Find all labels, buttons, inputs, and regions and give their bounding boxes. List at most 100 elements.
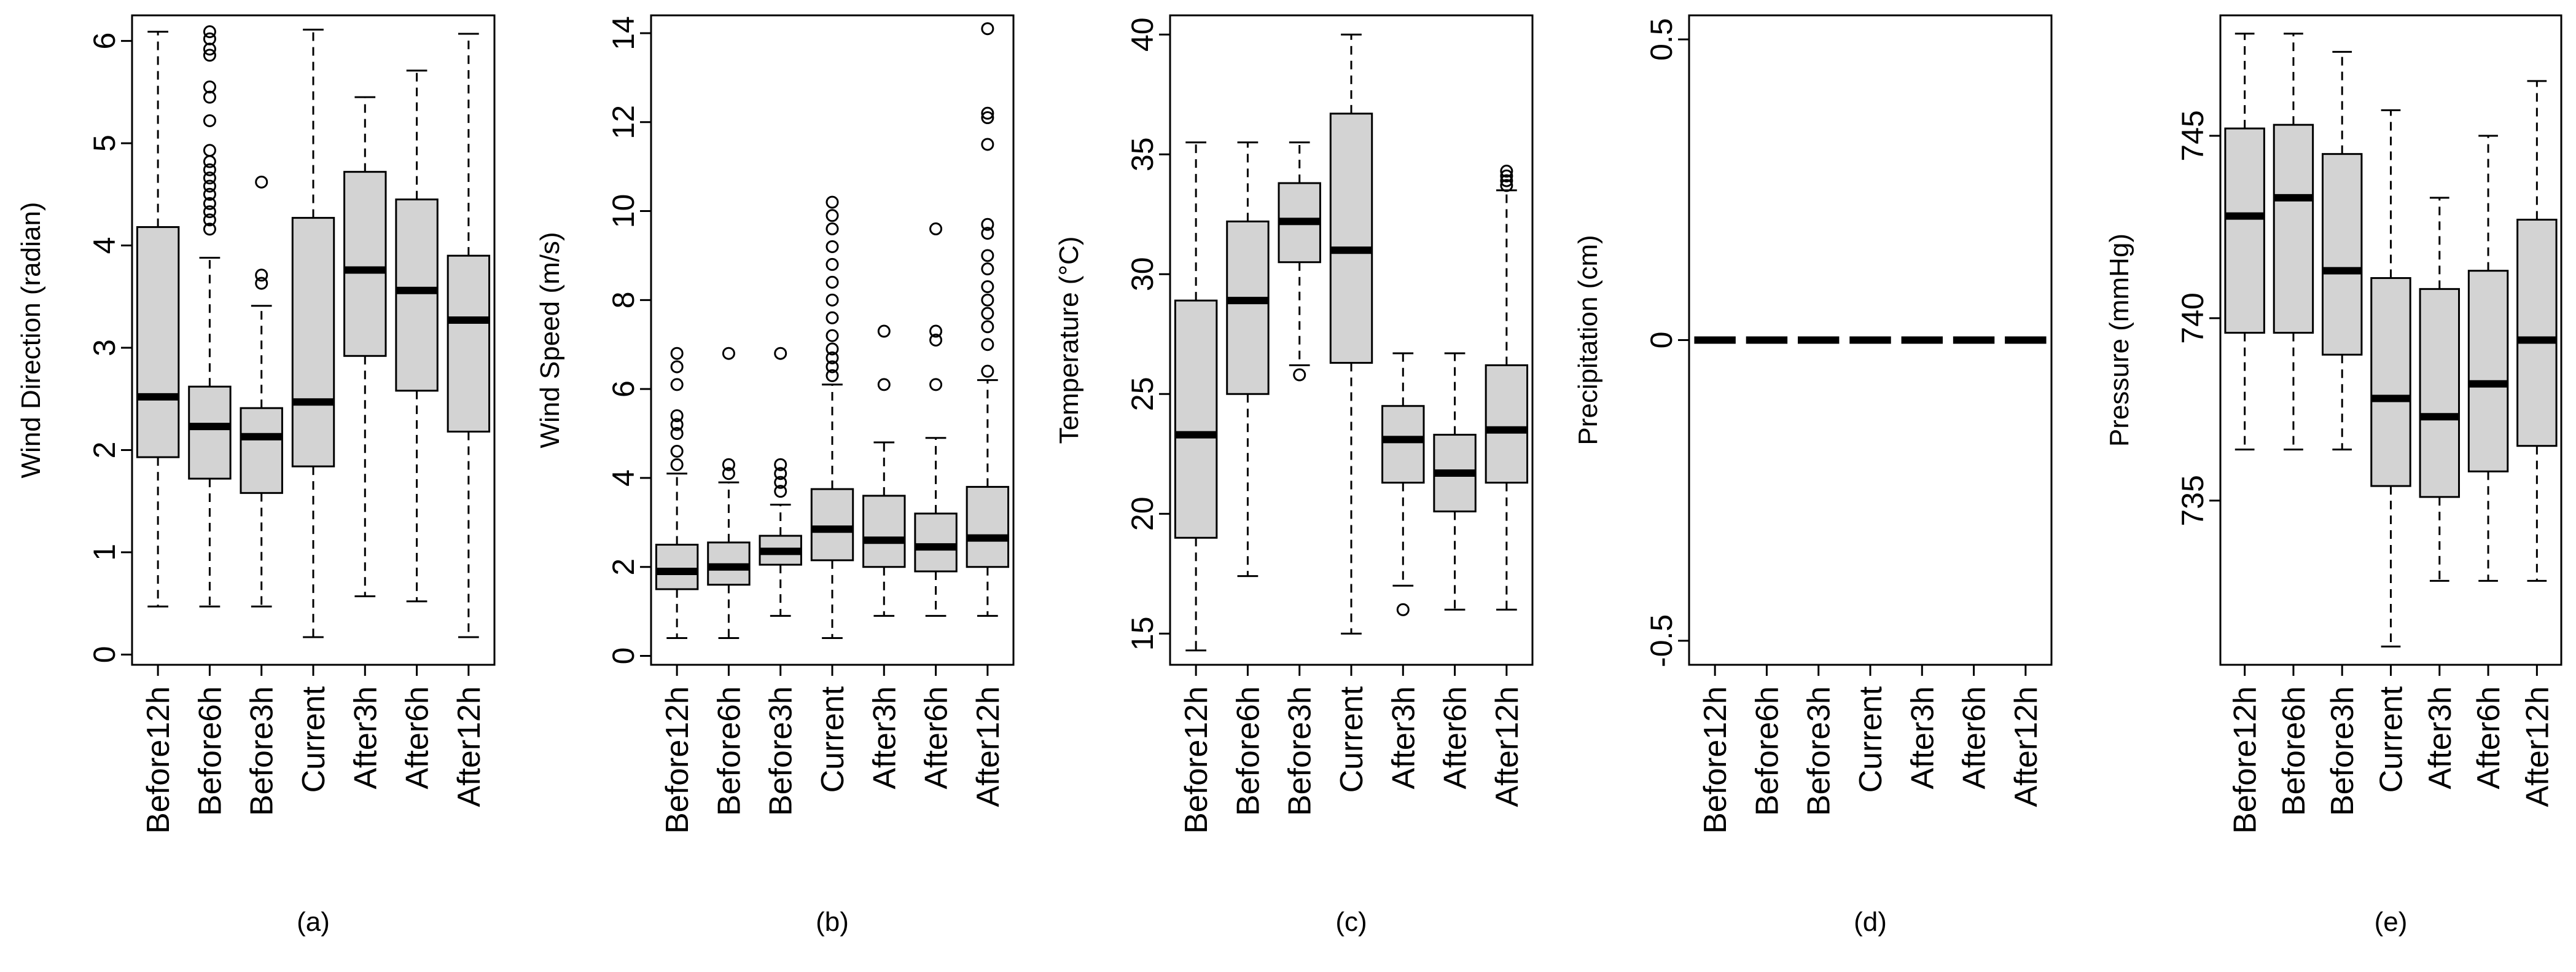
outlier-point bbox=[1293, 368, 1306, 382]
outlier-point bbox=[203, 49, 216, 62]
outlier-point bbox=[722, 458, 735, 471]
outlier-point bbox=[825, 329, 839, 342]
box-body bbox=[240, 407, 283, 494]
box-body bbox=[2516, 219, 2558, 447]
box-after3h bbox=[1381, 352, 1425, 616]
x-tick-label: After3h bbox=[1386, 686, 1421, 790]
outlier-point bbox=[825, 222, 839, 236]
outlier-point bbox=[203, 114, 216, 127]
panel-label: (d) bbox=[1854, 907, 1887, 937]
y-tick-label: 740 bbox=[2176, 292, 2210, 343]
box-before6h bbox=[2273, 33, 2314, 451]
box-after6h bbox=[914, 222, 958, 617]
x-tick-label: Current bbox=[296, 686, 332, 793]
outlier-point bbox=[981, 320, 994, 334]
y-tick-label: 6 bbox=[87, 33, 122, 50]
outlier-point bbox=[670, 378, 684, 391]
panel-d: -0.5 0 0.5 Precipitation (cm) Before12h Befor… bbox=[1573, 14, 2053, 937]
outlier-point bbox=[981, 106, 994, 120]
outlier-point bbox=[981, 227, 994, 240]
x-tick-label: Before3h bbox=[763, 686, 799, 816]
x-tick-label: After12h bbox=[1489, 686, 1525, 807]
box-body bbox=[655, 544, 699, 590]
box-after12h bbox=[2516, 80, 2558, 582]
y-tick-label: -0.5 bbox=[1644, 614, 1679, 667]
y-tick-label: 10 bbox=[606, 194, 641, 229]
outlier-point bbox=[1500, 165, 1513, 178]
y-tick-label: 6 bbox=[606, 380, 641, 398]
outlier-point bbox=[981, 138, 994, 151]
outlier-point bbox=[774, 458, 787, 471]
box-after6h bbox=[2467, 135, 2509, 582]
outlier-point bbox=[722, 467, 735, 480]
outlier-point bbox=[929, 334, 943, 347]
outlier-point bbox=[255, 268, 268, 282]
outlier-point bbox=[774, 467, 787, 480]
outlier-point bbox=[774, 485, 787, 498]
x-tick-label: Before3h bbox=[1282, 686, 1318, 816]
x-tick-label: After3h bbox=[2422, 686, 2458, 790]
outlier-point bbox=[255, 276, 268, 290]
y-tick-label: 4 bbox=[606, 469, 641, 487]
outlier-point bbox=[1500, 179, 1513, 192]
box-after6h bbox=[395, 69, 439, 603]
y-tick-label: 30 bbox=[1125, 257, 1160, 291]
box-body bbox=[2370, 277, 2411, 487]
box-before6h bbox=[1226, 141, 1270, 578]
outlier-point bbox=[774, 347, 787, 360]
outlier-point bbox=[203, 25, 216, 39]
y-tick-label: 14 bbox=[606, 16, 641, 50]
x-tick-label: After6h bbox=[1438, 686, 1473, 790]
outlier-point bbox=[670, 418, 684, 431]
outlier-point bbox=[981, 338, 994, 351]
box-body bbox=[2419, 288, 2461, 498]
outlier-point bbox=[877, 378, 891, 391]
outlier-point bbox=[981, 280, 994, 294]
outlier-point bbox=[981, 293, 994, 307]
outlier-point bbox=[825, 275, 839, 289]
outlier-point bbox=[825, 293, 839, 307]
outlier-point bbox=[825, 351, 839, 364]
outlier-point bbox=[1500, 169, 1513, 182]
outlier-point bbox=[825, 360, 839, 374]
box-body bbox=[1226, 220, 1270, 395]
box-before3h bbox=[2322, 50, 2363, 451]
box-body bbox=[447, 254, 491, 433]
panel-a: 0 1 2 3 4 5 6 Wind Direction (radian) Before12h B… bbox=[16, 14, 496, 937]
outlier-point bbox=[670, 347, 684, 360]
x-tick-label: Before6h bbox=[2276, 686, 2312, 816]
outlier-point bbox=[774, 476, 787, 489]
box-body bbox=[136, 226, 180, 458]
x-tick-label: Before3h bbox=[244, 686, 280, 816]
y-tick-label: 0 bbox=[87, 646, 122, 663]
outlier-point bbox=[825, 342, 839, 356]
y-tick-label: 0 bbox=[606, 648, 641, 665]
outlier-point bbox=[670, 360, 684, 374]
x-tick-label: Before12h bbox=[2228, 686, 2263, 834]
outlier-point bbox=[981, 262, 994, 276]
box-current bbox=[810, 195, 854, 640]
box-body bbox=[2224, 127, 2265, 334]
box-body bbox=[1174, 299, 1218, 539]
x-tick-label: Before6h bbox=[192, 686, 228, 816]
outlier-point bbox=[981, 364, 994, 378]
x-tick-label: After6h bbox=[1957, 686, 1992, 790]
box-after3h bbox=[862, 324, 906, 617]
outlier-point bbox=[981, 307, 994, 320]
outlier-point bbox=[929, 222, 943, 236]
panel-label: (a) bbox=[297, 907, 330, 937]
outlier-point bbox=[670, 409, 684, 423]
y-tick-label: 8 bbox=[606, 291, 641, 308]
outlier-point bbox=[203, 32, 216, 45]
x-tick-label: After12h bbox=[970, 686, 1006, 807]
panel-label: (c) bbox=[1335, 907, 1367, 937]
x-tick-label: After6h bbox=[400, 686, 435, 790]
y-tick-label: 4 bbox=[87, 237, 122, 254]
box-current bbox=[2370, 109, 2411, 648]
x-tick-label: After3h bbox=[348, 686, 383, 790]
outlier-point bbox=[825, 240, 839, 253]
box-body bbox=[2467, 270, 2509, 472]
x-tick-label: After3h bbox=[1905, 686, 1940, 790]
x-tick-label: Before6h bbox=[711, 686, 747, 816]
